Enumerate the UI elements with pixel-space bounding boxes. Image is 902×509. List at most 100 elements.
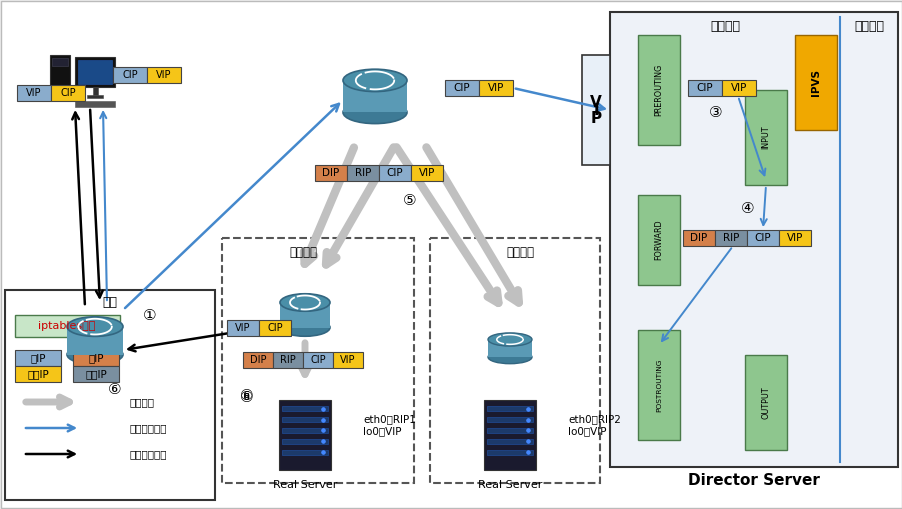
- Bar: [478, 80, 512, 96]
- Text: 源IP: 源IP: [30, 353, 46, 363]
- Text: VIP: VIP: [786, 233, 802, 243]
- Bar: [346, 165, 379, 181]
- Ellipse shape: [487, 333, 531, 346]
- Text: 响应报文流向: 响应报文流向: [130, 449, 167, 459]
- Text: ⑥: ⑥: [240, 390, 253, 406]
- Text: ⑥: ⑥: [108, 382, 122, 398]
- Text: 目标IP: 目标IP: [85, 369, 106, 379]
- Text: 目标IP: 目标IP: [27, 369, 49, 379]
- Text: CIP: CIP: [453, 83, 470, 93]
- Bar: [281, 406, 327, 411]
- Text: eth0：RIP2
lo0：VIP: eth0：RIP2 lo0：VIP: [567, 414, 621, 436]
- Bar: [379, 165, 410, 181]
- Bar: [222, 238, 413, 483]
- Bar: [67, 327, 123, 355]
- Text: DIP: DIP: [690, 233, 707, 243]
- Bar: [794, 35, 836, 130]
- Text: VIP: VIP: [487, 83, 503, 93]
- Bar: [73, 366, 119, 382]
- Bar: [303, 352, 333, 368]
- Bar: [51, 85, 85, 101]
- Text: FORWARD: FORWARD: [654, 220, 663, 260]
- Text: ③: ③: [708, 104, 722, 120]
- Ellipse shape: [67, 317, 123, 336]
- Text: VIP: VIP: [419, 168, 435, 178]
- Text: ④: ④: [741, 201, 754, 215]
- Text: POSTROUTING: POSTROUTING: [655, 358, 661, 412]
- Ellipse shape: [343, 69, 407, 92]
- Bar: [17, 85, 51, 101]
- Bar: [486, 450, 532, 455]
- Ellipse shape: [343, 101, 407, 124]
- Bar: [687, 80, 722, 96]
- Text: 源IP: 源IP: [88, 353, 104, 363]
- Text: VIP: VIP: [340, 355, 355, 365]
- Bar: [281, 439, 327, 444]
- Text: 图注: 图注: [103, 296, 117, 308]
- Bar: [280, 302, 329, 327]
- Bar: [722, 80, 755, 96]
- Bar: [429, 238, 599, 483]
- Bar: [93, 87, 98, 95]
- Text: I: I: [593, 102, 598, 118]
- Bar: [279, 400, 331, 470]
- Text: Director Server: Director Server: [687, 473, 819, 489]
- Text: 内核空间: 内核空间: [709, 19, 739, 33]
- Bar: [315, 165, 346, 181]
- Bar: [15, 315, 120, 337]
- Text: P: P: [590, 110, 601, 126]
- Text: Real Server: Real Server: [272, 480, 336, 490]
- Bar: [272, 352, 303, 368]
- Bar: [682, 230, 714, 246]
- Text: CIP: CIP: [386, 168, 403, 178]
- Bar: [638, 330, 679, 440]
- Text: VIP: VIP: [235, 323, 251, 333]
- Bar: [778, 230, 810, 246]
- Text: RIP: RIP: [354, 168, 371, 178]
- Text: PREROUTING: PREROUTING: [654, 64, 663, 116]
- Text: IPVS: IPVS: [810, 69, 820, 96]
- Text: eth0：RIP1
lo0：VIP: eth0：RIP1 lo0：VIP: [363, 414, 416, 436]
- Text: DIP: DIP: [322, 168, 339, 178]
- Text: CIP: CIP: [754, 233, 770, 243]
- Bar: [147, 67, 180, 83]
- Bar: [582, 55, 610, 165]
- Bar: [15, 366, 61, 382]
- Bar: [281, 428, 327, 433]
- Bar: [410, 165, 443, 181]
- Text: CIP: CIP: [267, 323, 282, 333]
- Bar: [638, 35, 679, 145]
- Bar: [486, 428, 532, 433]
- Text: 北京区域: 北京区域: [505, 245, 533, 259]
- Text: ①: ①: [143, 307, 157, 323]
- Bar: [486, 417, 532, 422]
- Ellipse shape: [280, 294, 329, 311]
- Bar: [486, 439, 532, 444]
- Text: Real Server: Real Server: [477, 480, 541, 490]
- Text: iptables的链: iptables的链: [38, 321, 96, 331]
- Text: ⑥: ⑥: [240, 387, 253, 403]
- Bar: [75, 101, 115, 107]
- Text: VIP: VIP: [26, 88, 41, 98]
- Text: ⑤: ⑤: [402, 192, 417, 208]
- Ellipse shape: [280, 319, 329, 336]
- Bar: [744, 355, 787, 450]
- Text: VIP: VIP: [730, 83, 746, 93]
- Bar: [445, 80, 478, 96]
- Bar: [281, 450, 327, 455]
- Bar: [15, 350, 61, 366]
- Bar: [343, 80, 407, 112]
- Bar: [78, 60, 112, 84]
- Text: 用户空间: 用户空间: [853, 19, 883, 33]
- Bar: [714, 230, 746, 246]
- Text: 请求报文流向: 请求报文流向: [130, 423, 167, 433]
- Text: 广州区域: 广州区域: [289, 245, 317, 259]
- Text: CIP: CIP: [696, 83, 713, 93]
- Bar: [487, 340, 531, 357]
- Text: OUTPUT: OUTPUT: [760, 386, 769, 419]
- Bar: [50, 55, 70, 100]
- Bar: [638, 195, 679, 285]
- Bar: [486, 406, 532, 411]
- Text: RIP: RIP: [722, 233, 739, 243]
- Text: V: V: [590, 95, 602, 109]
